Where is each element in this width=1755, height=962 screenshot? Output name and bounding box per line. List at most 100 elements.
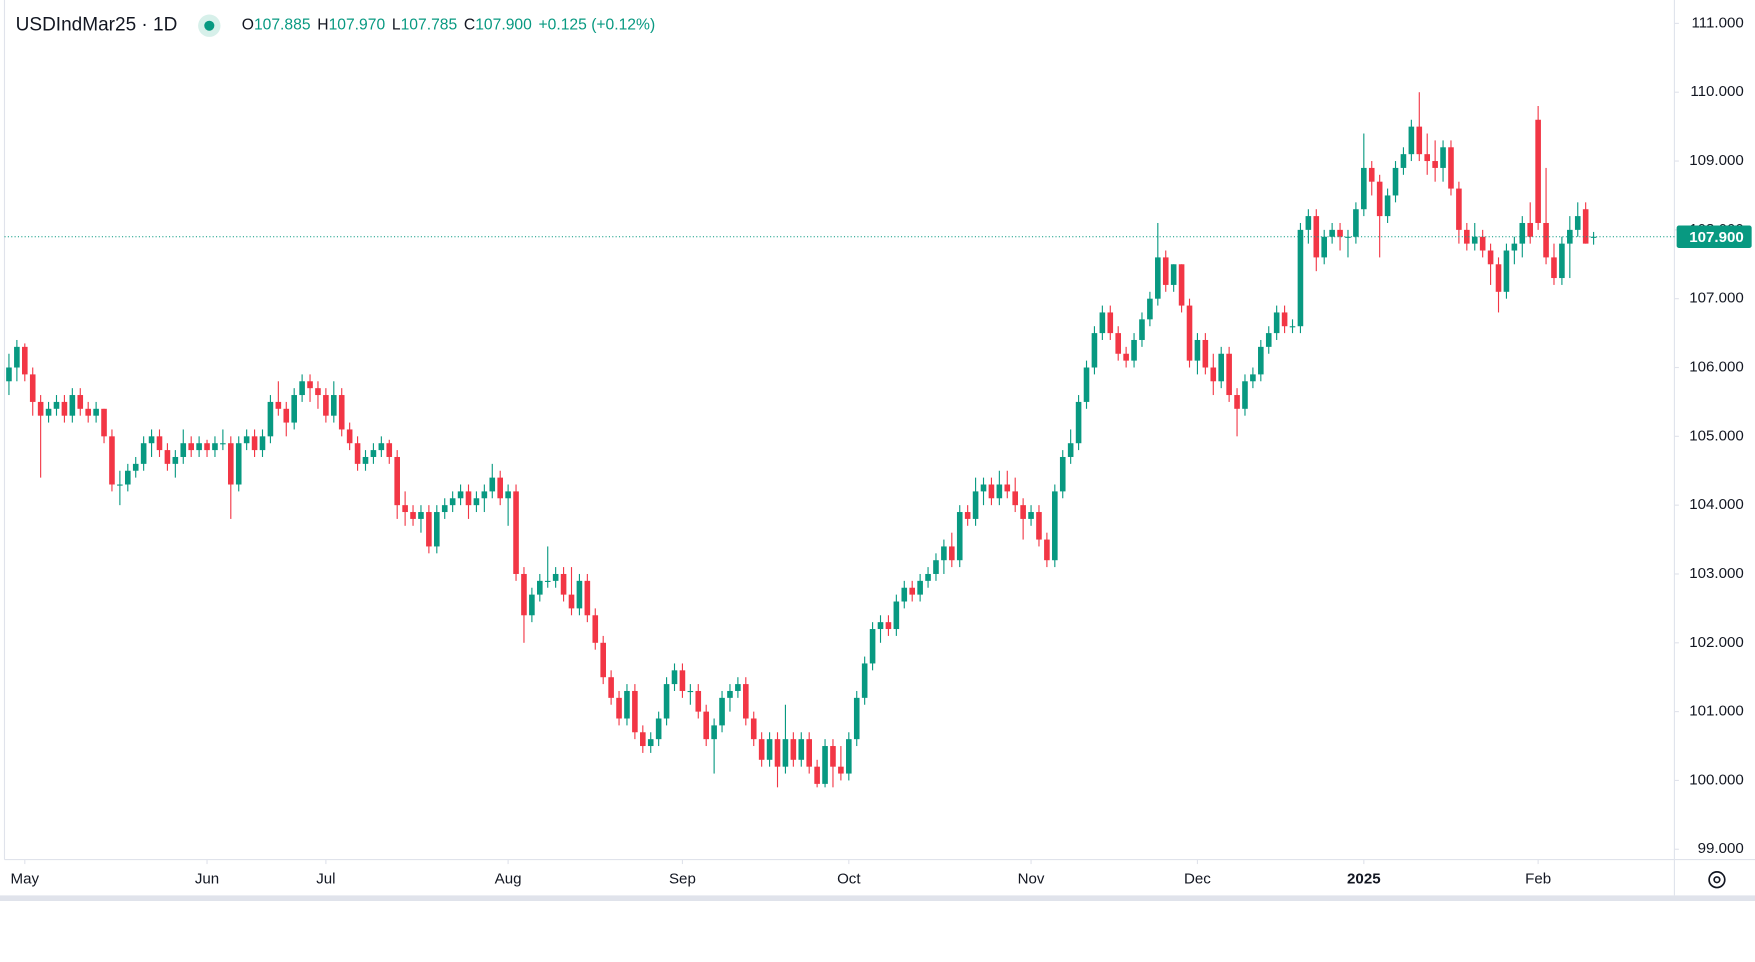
ohlc-key: H (317, 17, 328, 34)
candle-body (1535, 119, 1541, 223)
candle-body (1297, 229, 1304, 327)
candle-body (1186, 305, 1193, 361)
candle-body (1440, 147, 1446, 168)
candle-body (956, 512, 963, 561)
x-tick-label: Nov (1018, 871, 1045, 888)
ohlc-value: 107.970 (329, 17, 386, 34)
settings-icon[interactable] (1708, 871, 1726, 889)
candle-body (164, 450, 171, 464)
candle-body (497, 477, 503, 499)
candle-body (204, 443, 210, 451)
candle-body (616, 697, 622, 719)
header: USDIndMar25 · 1D O107.885 H107.970 L107.785… (16, 15, 656, 36)
candle-body (584, 580, 591, 616)
candle-body (774, 739, 781, 767)
candle-body (529, 594, 535, 616)
candle-body (37, 401, 44, 416)
candle-body (323, 395, 329, 416)
candle-body (655, 718, 662, 740)
candle-body (1273, 312, 1280, 334)
candle-body (869, 629, 876, 664)
candle-body (69, 395, 76, 416)
candle-body (29, 374, 36, 402)
y-tick-label: 100.000 (1689, 771, 1744, 788)
candle-body (188, 443, 194, 451)
last-price-box (1676, 225, 1752, 248)
axes: 99.000 100.000 101.000 102.000 103.000 104.00… (11, 14, 1744, 887)
candle-body (750, 718, 757, 740)
plot-area: 107.900 (4, 92, 1752, 788)
candle-body (1384, 195, 1391, 217)
candle-body (291, 395, 297, 423)
candle-body (624, 690, 630, 719)
candle-body (434, 512, 440, 547)
candle-body (1202, 339, 1209, 368)
candle-body (1139, 319, 1145, 340)
candle-body (1131, 339, 1137, 361)
candle-body (180, 443, 187, 457)
candle-body (1527, 222, 1534, 237)
candle-body (941, 546, 947, 561)
x-tick-label: 2025 (1347, 871, 1381, 888)
candle-body (909, 587, 915, 595)
candle-body (1448, 147, 1454, 189)
y-tick-label: 105.000 (1689, 427, 1744, 444)
candle-body (346, 429, 353, 444)
candle-body (798, 739, 805, 760)
candle-body (695, 690, 702, 712)
candle-body (1543, 222, 1549, 258)
candle-body (394, 456, 400, 506)
candle-body (1495, 264, 1502, 292)
candle-body (1178, 264, 1185, 306)
candle-body (1559, 243, 1565, 279)
x-tick-label: Sep (669, 871, 696, 888)
candle-body (853, 697, 860, 740)
candle-body (1226, 353, 1232, 396)
candle-body (663, 684, 670, 719)
candle-body (877, 622, 884, 630)
candle-body (386, 443, 393, 457)
candle-body (315, 388, 321, 396)
candle-body (1004, 484, 1011, 492)
candle-body (1519, 222, 1526, 244)
candle-body (441, 505, 448, 513)
candle-body (1582, 209, 1589, 244)
ohlc-value: 107.885 (254, 17, 311, 34)
candle-body (378, 443, 385, 451)
candle-body (632, 690, 638, 733)
y-tick-label: 109.000 (1689, 152, 1744, 169)
candle-body (640, 732, 646, 747)
status-dot (204, 20, 215, 31)
candle-body (410, 512, 416, 519)
gear-outer (1708, 871, 1726, 889)
candle-body (568, 594, 575, 609)
candle-body (61, 401, 68, 416)
y-tick-label: 107.000 (1689, 290, 1744, 307)
y-tick-label: 110.000 (1690, 83, 1743, 100)
candle-body (1368, 167, 1375, 182)
candle-body (251, 436, 258, 451)
candle-body (964, 512, 971, 519)
candle-body (1289, 326, 1296, 328)
candle-body (125, 470, 131, 485)
candle-body (671, 670, 678, 685)
candle-body (228, 443, 234, 485)
candle-body (1487, 250, 1494, 265)
ohlc-key: O (242, 17, 254, 34)
candle-body (893, 601, 900, 630)
x-tick-label: Dec (1184, 871, 1211, 888)
ohlc-key: L (392, 17, 401, 34)
candle-body (156, 436, 163, 451)
candle-body (172, 456, 179, 464)
candle-body (307, 381, 313, 389)
candle-body (806, 739, 812, 767)
candle-body (259, 436, 266, 451)
y-tick-label: 111.000 (1691, 14, 1743, 31)
candle-body (1376, 181, 1383, 217)
candle-body (735, 684, 741, 691)
change: +0.125 (+0.12%) (539, 17, 656, 34)
candle-body (1075, 401, 1082, 444)
ohlc-value: 107.900 (475, 17, 532, 34)
candle-body (1464, 229, 1470, 244)
